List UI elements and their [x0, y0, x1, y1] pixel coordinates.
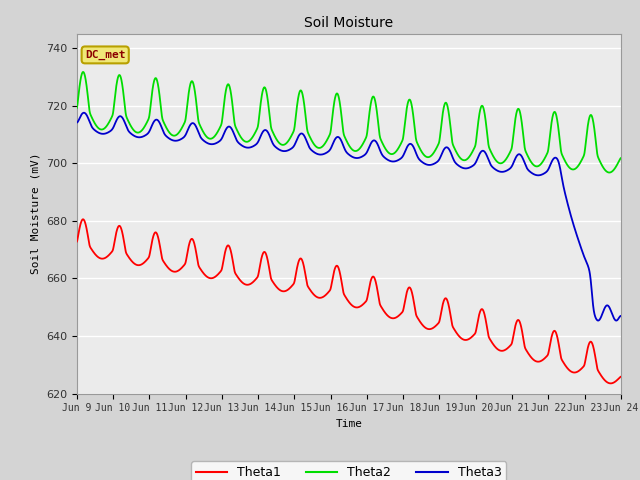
- Legend: Theta1, Theta2, Theta3: Theta1, Theta2, Theta3: [191, 461, 506, 480]
- Y-axis label: Soil Moisture (mV): Soil Moisture (mV): [30, 153, 40, 275]
- Title: Soil Moisture: Soil Moisture: [304, 16, 394, 30]
- X-axis label: Time: Time: [335, 419, 362, 429]
- Text: DC_met: DC_met: [85, 50, 125, 60]
